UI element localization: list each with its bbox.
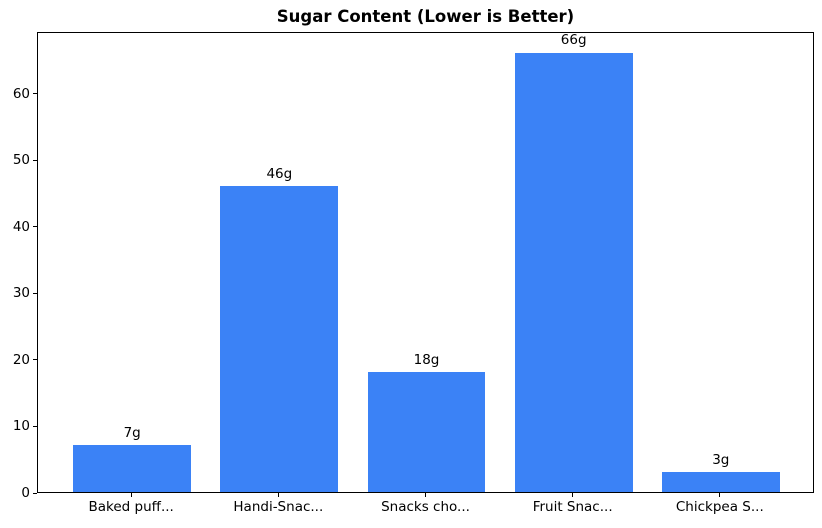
x-tick-label: Handi-Snac... xyxy=(233,499,324,515)
x-tick-mark xyxy=(277,493,279,497)
x-tick-mark xyxy=(425,493,426,497)
y-tick-mark xyxy=(33,93,37,95)
bar xyxy=(367,372,486,492)
x-tick-mark xyxy=(719,493,721,497)
y-tick-mark xyxy=(33,425,37,427)
x-tick-label: Chickpea S... xyxy=(675,499,764,515)
y-tick-mark xyxy=(33,226,37,228)
x-tick-label: Snacks cho... xyxy=(381,499,470,515)
x-tick-label: Fruit Snac... xyxy=(532,499,613,515)
y-tick-mark xyxy=(33,292,37,294)
y-tick-mark xyxy=(33,492,37,494)
bar-value-label: 46g xyxy=(266,165,293,182)
bar xyxy=(661,472,780,492)
bar-value-label: 7g xyxy=(123,424,141,441)
chart-title: Sugar Content (Lower is Better) xyxy=(276,7,575,26)
bar-value-label: 3g xyxy=(712,451,730,468)
y-tick-label: 40 xyxy=(12,218,30,235)
x-tick-mark xyxy=(572,493,574,497)
y-tick-label: 0 xyxy=(21,485,30,501)
bar xyxy=(514,52,633,492)
y-tick-label: 30 xyxy=(12,285,30,302)
bar-value-label: 66g xyxy=(560,32,587,49)
y-tick-label: 60 xyxy=(12,85,30,102)
bar xyxy=(73,445,192,492)
y-tick-label: 50 xyxy=(12,152,30,169)
y-tick-mark xyxy=(33,159,37,161)
x-tick-mark xyxy=(130,493,132,497)
bar-value-label: 18g xyxy=(413,351,440,368)
x-tick-label: Baked puff... xyxy=(88,499,174,515)
y-tick-mark xyxy=(33,359,37,361)
bar xyxy=(220,186,339,492)
y-tick-label: 20 xyxy=(12,351,30,368)
plot-area: 7g 46g 18g 66g 3g xyxy=(37,32,814,493)
y-tick-label: 10 xyxy=(12,418,30,435)
